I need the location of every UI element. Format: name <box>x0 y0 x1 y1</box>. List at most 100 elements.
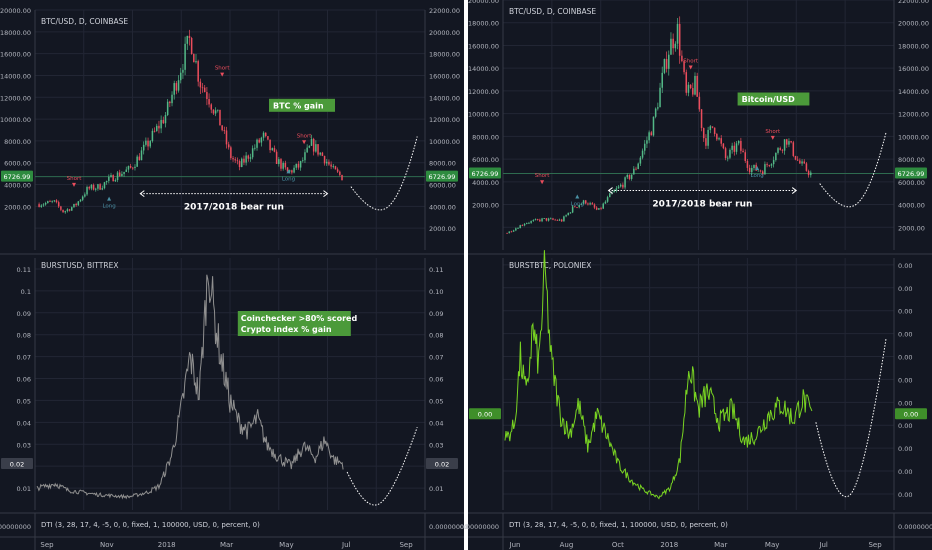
candle <box>101 188 104 190</box>
candle <box>208 99 210 105</box>
candle <box>116 172 119 181</box>
y-tick-label-right: 0.00 <box>898 331 912 339</box>
candle <box>543 218 546 219</box>
x-tick-label: Sep <box>868 541 882 549</box>
candle <box>241 158 243 167</box>
candle <box>534 219 537 221</box>
candle <box>258 139 260 143</box>
candle <box>788 141 790 145</box>
candle <box>659 87 661 108</box>
candle <box>694 75 696 95</box>
candle <box>312 138 315 152</box>
chart-title: BURSTBTC, POLONIEX <box>509 261 591 270</box>
candle <box>44 202 47 205</box>
price-tag-right <box>426 457 458 469</box>
projection-curve <box>815 337 887 498</box>
y-tick-label-right: 22000.00 <box>898 0 929 5</box>
bear-run-arrowhead-right <box>791 187 798 194</box>
candle <box>149 141 151 147</box>
indicator-ytick-left: 0.00000000 <box>0 523 31 531</box>
y-tick-label-right: 0.05 <box>429 397 443 405</box>
candle <box>582 200 585 204</box>
candle <box>108 176 110 181</box>
candle <box>663 59 666 73</box>
label-box <box>237 311 351 336</box>
x-tick-label: Oct <box>612 541 624 549</box>
candle <box>118 172 121 177</box>
candle <box>147 140 149 147</box>
x-tick-label: Aug <box>560 541 574 549</box>
candle <box>295 163 298 168</box>
candle <box>508 231 511 234</box>
candle <box>702 128 705 139</box>
y-tick-label-left: 16000.00 <box>0 51 31 59</box>
candle <box>589 203 591 205</box>
candle <box>336 169 339 172</box>
candle <box>794 155 797 160</box>
candle <box>521 225 524 226</box>
bear-run-label: 2017/2018 bear run <box>652 200 752 210</box>
y-tick-label-left: 8000.00 <box>472 133 499 141</box>
candle <box>674 43 677 49</box>
candle <box>609 193 611 198</box>
price-tag-left <box>1 170 33 182</box>
x-tick-label: Jul <box>341 541 351 549</box>
candle <box>545 218 548 221</box>
candle <box>203 87 206 93</box>
candle <box>140 150 143 161</box>
candle <box>506 232 508 234</box>
candle <box>293 167 295 173</box>
candle <box>332 166 335 168</box>
candle <box>670 38 672 55</box>
candle <box>177 80 180 91</box>
y-tick-label-left: 6000.00 <box>4 160 31 168</box>
y-tick-label-right: 0.00 <box>898 354 912 362</box>
x-tick-label: May <box>279 541 293 549</box>
candle <box>334 166 337 170</box>
y-tick-label-right: 10000.00 <box>898 133 929 141</box>
candle <box>315 144 317 152</box>
price-tag-left-text: 6726.99 <box>472 170 499 178</box>
short-label: Short <box>67 176 83 182</box>
candle <box>103 182 106 189</box>
candle <box>267 136 269 140</box>
candle <box>225 130 228 145</box>
candle <box>735 143 738 152</box>
y-tick-label-left: 0.08 <box>17 332 31 340</box>
price-tag-right <box>895 408 927 420</box>
candle <box>622 184 624 188</box>
x-tick-label: Nov <box>100 541 114 549</box>
candle <box>77 201 80 206</box>
candle <box>755 164 757 171</box>
candle <box>60 206 62 210</box>
label-box-text-line1: Coinchecker >80% scored <box>241 314 358 323</box>
candle <box>166 101 169 116</box>
candle <box>716 133 718 140</box>
long-arrow-icon <box>107 196 112 201</box>
candle <box>654 108 657 117</box>
x-tick-label: Sep <box>399 541 413 549</box>
y-tick-label-left: 0.06 <box>17 376 31 384</box>
candle <box>805 163 808 171</box>
candle <box>94 188 97 190</box>
candle <box>97 184 99 189</box>
y-tick-label-right: 0.10 <box>429 288 443 296</box>
candle <box>606 197 609 202</box>
candle <box>766 164 768 166</box>
label-box-text: BTC % gain <box>273 101 324 110</box>
price-line <box>504 250 813 500</box>
candle <box>619 184 622 187</box>
candle <box>282 162 284 169</box>
y-tick-label-left: 18000.00 <box>0 29 31 37</box>
candle <box>199 81 202 88</box>
indicator-label: DTI (3, 28, 17, 4, -5, 0, 0, fixed, 1, 1… <box>509 521 728 529</box>
y-tick-label-left: 20000.00 <box>0 7 31 15</box>
y-tick-label-right: 0.00 <box>898 308 912 316</box>
candle <box>657 107 659 109</box>
y-tick-label-right: 0.00 <box>898 376 912 384</box>
candle <box>744 152 747 161</box>
candle <box>770 164 773 166</box>
chart-title: BURSTUSD, BITTREX <box>41 261 118 270</box>
price-tag-left <box>469 167 501 179</box>
